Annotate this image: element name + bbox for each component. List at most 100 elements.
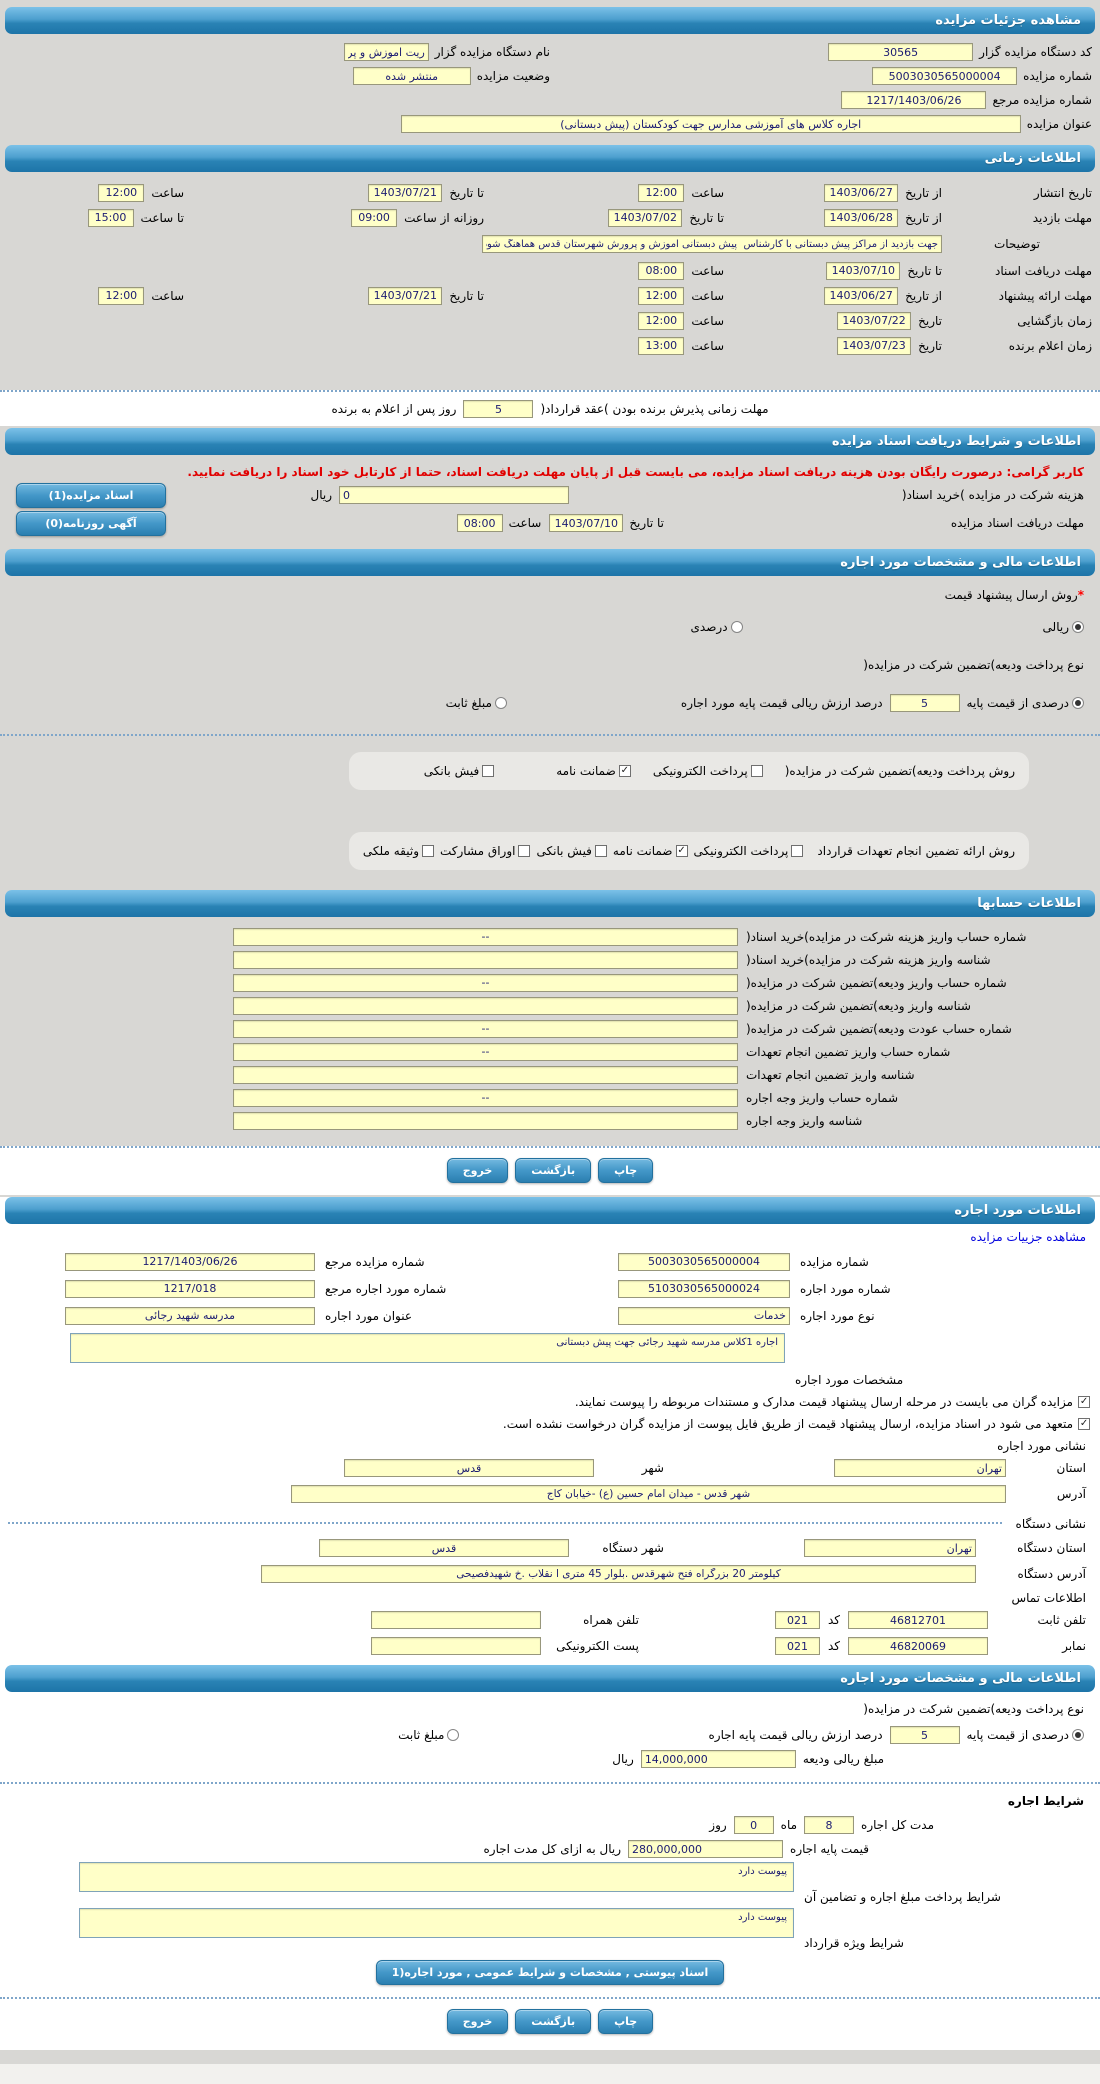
view-auction-details-link[interactable]: مشاهده جزییات مزایده bbox=[970, 1230, 1086, 1244]
account-field[interactable] bbox=[233, 1042, 738, 1061]
account-field[interactable] bbox=[233, 996, 738, 1015]
account-field[interactable] bbox=[233, 1065, 738, 1084]
guarantee-letter-option[interactable]: ضمانت نامه bbox=[556, 764, 631, 778]
fixed-amount-radio[interactable]: مبلغ ثابت bbox=[446, 696, 507, 710]
doc-deadline-date2[interactable] bbox=[549, 514, 624, 532]
org-province-field[interactable] bbox=[804, 1539, 976, 1557]
exit-button-2[interactable]: خروج bbox=[446, 2009, 509, 2034]
epay-option[interactable]: پرداخت الکترونیکی bbox=[653, 764, 763, 778]
visit-from-date[interactable] bbox=[824, 208, 899, 227]
publish-from-date[interactable] bbox=[824, 183, 899, 202]
radio-icon[interactable] bbox=[1072, 697, 1084, 709]
doc-deadline-time2[interactable] bbox=[456, 514, 503, 532]
phone-code-field[interactable] bbox=[774, 1611, 820, 1629]
visit-to-date[interactable] bbox=[608, 208, 683, 227]
opening-date[interactable] bbox=[837, 311, 912, 330]
duration-days-field[interactable] bbox=[733, 1816, 774, 1834]
checkbox-icon[interactable] bbox=[1078, 1396, 1090, 1408]
property-collateral-option[interactable]: وثیقه ملکی bbox=[363, 844, 435, 858]
item-type-field[interactable] bbox=[618, 1306, 790, 1325]
deposit-percent-field-2[interactable] bbox=[889, 1726, 960, 1744]
doc-deadline-date[interactable] bbox=[826, 261, 901, 280]
back-button[interactable]: بازگشت bbox=[515, 1158, 592, 1183]
fixed-amount-radio-2[interactable]: مبلغ ثابت bbox=[398, 1728, 460, 1742]
checkbox-icon[interactable] bbox=[594, 845, 607, 857]
print-button[interactable]: چاپ bbox=[598, 1158, 654, 1183]
org-city-field[interactable] bbox=[319, 1539, 569, 1557]
fax-code-field[interactable] bbox=[774, 1637, 820, 1655]
publish-from-time[interactable] bbox=[638, 183, 685, 202]
publish-to-time[interactable] bbox=[98, 183, 145, 202]
checkbox-icon[interactable] bbox=[791, 845, 804, 857]
checkbox-icon[interactable] bbox=[482, 765, 495, 777]
exit-button[interactable]: خروج bbox=[446, 1158, 509, 1183]
checkbox-icon[interactable] bbox=[618, 765, 631, 777]
status-field[interactable] bbox=[352, 67, 471, 85]
item-spec-textarea[interactable]: اجاره 1کلاس مدرسه شهید رجائی جهت پیش دبس… bbox=[70, 1333, 785, 1363]
percent-of-base-radio[interactable]: درصدی از قیمت پایه bbox=[967, 696, 1084, 710]
auction-docs-button[interactable]: اسناد مزایده(1) bbox=[16, 482, 166, 508]
winner-date[interactable] bbox=[837, 336, 912, 355]
radio-icon[interactable] bbox=[1072, 621, 1084, 633]
visit-to-time[interactable] bbox=[87, 208, 134, 227]
account-field[interactable] bbox=[233, 1088, 738, 1107]
account-field[interactable] bbox=[233, 950, 738, 969]
publish-to-date[interactable] bbox=[368, 183, 443, 202]
org-name-field[interactable] bbox=[343, 43, 429, 61]
radio-icon[interactable] bbox=[447, 1729, 460, 1741]
special-terms-textarea[interactable]: پیوست دارد bbox=[79, 1908, 794, 1938]
rial-radio-option[interactable]: ریالی bbox=[1043, 620, 1084, 634]
epay-option[interactable]: پرداخت الکترونیکی bbox=[694, 844, 804, 858]
visit-description-field[interactable] bbox=[482, 235, 942, 253]
winner-time[interactable] bbox=[638, 336, 685, 355]
province-field[interactable] bbox=[834, 1459, 1006, 1477]
percent-radio-option[interactable]: درصدی bbox=[691, 620, 743, 634]
account-field[interactable] bbox=[233, 1111, 738, 1130]
newspaper-ad-button[interactable]: آگهی روزنامه(0) bbox=[16, 510, 166, 536]
print-button-2[interactable]: چاپ bbox=[598, 2009, 654, 2034]
visit-from-time[interactable] bbox=[351, 208, 398, 227]
auction-no-field[interactable] bbox=[872, 67, 1018, 85]
account-field[interactable] bbox=[233, 927, 738, 946]
checkbox-icon[interactable] bbox=[750, 765, 763, 777]
doc-deadline-time[interactable] bbox=[638, 261, 685, 280]
item-no-field[interactable] bbox=[618, 1279, 790, 1298]
participation-bonds-option[interactable]: اوراق مشارکت bbox=[440, 844, 531, 858]
checkbox-icon[interactable] bbox=[675, 845, 688, 857]
bank-slip-option[interactable]: فیش بانکی bbox=[536, 844, 607, 858]
duration-months-field[interactable] bbox=[804, 1816, 855, 1834]
percent-of-base-radio-2[interactable]: درصدی از قیمت پایه bbox=[967, 1728, 1084, 1742]
fax-field[interactable] bbox=[848, 1637, 988, 1655]
opening-time[interactable] bbox=[638, 311, 685, 330]
email-field[interactable] bbox=[370, 1637, 541, 1655]
ref-no-field-2[interactable] bbox=[65, 1252, 315, 1271]
radio-icon[interactable] bbox=[494, 697, 507, 709]
doc-fee-field[interactable] bbox=[339, 486, 569, 504]
mobile-field[interactable] bbox=[370, 1611, 541, 1629]
pay-terms-textarea[interactable]: پیوست دارد bbox=[79, 1862, 794, 1892]
offer-to-date[interactable] bbox=[368, 286, 443, 305]
phone-field[interactable] bbox=[848, 1611, 988, 1629]
guarantee-letter-option[interactable]: ضمانت نامه bbox=[613, 844, 688, 858]
deposit-percent-field[interactable] bbox=[889, 694, 960, 712]
item-ref-no-field[interactable] bbox=[65, 1279, 315, 1298]
acceptance-days-field[interactable] bbox=[463, 400, 534, 418]
attached-docs-button[interactable]: اسناد پیوستی , مشخصات و شرایط عمومی , مو… bbox=[375, 1960, 725, 1985]
account-field[interactable] bbox=[233, 973, 738, 992]
base-price-field[interactable] bbox=[628, 1840, 784, 1858]
org-address-field[interactable] bbox=[261, 1565, 976, 1583]
radio-icon[interactable] bbox=[730, 621, 743, 633]
deposit-amount-field[interactable] bbox=[640, 1750, 796, 1768]
item-title-field[interactable] bbox=[65, 1306, 315, 1325]
back-button-2[interactable]: بازگشت bbox=[515, 2009, 592, 2034]
checkbox-icon[interactable] bbox=[422, 845, 435, 857]
city-field[interactable] bbox=[344, 1459, 594, 1477]
checkbox-icon[interactable] bbox=[1078, 1418, 1090, 1430]
auction-title-field[interactable] bbox=[400, 115, 1021, 133]
checkbox-icon[interactable] bbox=[518, 845, 531, 857]
auction-no-field-2[interactable] bbox=[618, 1252, 790, 1271]
address-field[interactable] bbox=[291, 1485, 1006, 1503]
offer-to-time[interactable] bbox=[98, 286, 145, 305]
offer-from-time[interactable] bbox=[638, 286, 685, 305]
radio-icon[interactable] bbox=[1072, 1729, 1084, 1741]
